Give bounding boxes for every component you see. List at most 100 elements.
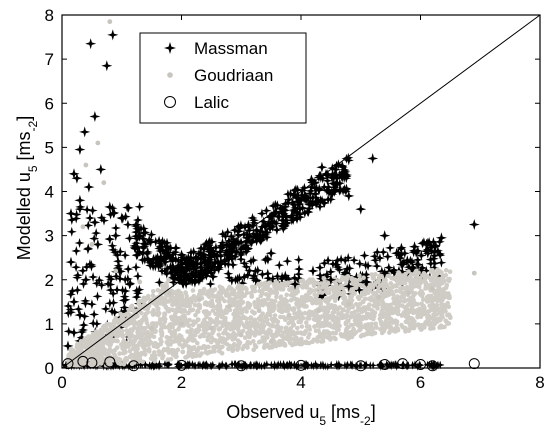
- massman-cloud-point: [176, 255, 187, 266]
- massman-cloud-point: [257, 269, 268, 280]
- massman-cloud-point: [238, 242, 249, 253]
- massman-cloud-point: [226, 275, 237, 286]
- goudriaan-cloud-point: [279, 339, 285, 345]
- massman-cloud-point: [293, 254, 304, 265]
- goudriaan-cloud-point: [205, 334, 211, 340]
- goudriaan-cloud-point: [137, 356, 143, 362]
- massman-point: [89, 216, 101, 228]
- legend-dot-shape: [167, 72, 173, 78]
- massman-cloud-point: [107, 203, 118, 214]
- goudriaan-cloud-point: [142, 301, 147, 307]
- goudriaan-cloud-point: [440, 291, 445, 297]
- massman-cloud-point: [294, 199, 305, 209]
- massman-cloud-point: [274, 260, 285, 271]
- goudriaan-cloud-point: [443, 273, 449, 278]
- goudriaan-cloud-point: [170, 317, 176, 322]
- massman-point: [83, 181, 95, 193]
- massman-cloud-point: [220, 231, 231, 242]
- massman-cloud-point: [204, 256, 215, 267]
- goudriaan-cloud-point: [248, 316, 254, 321]
- goudriaan-cloud-point: [69, 346, 74, 352]
- goudriaan-cloud-point: [159, 301, 164, 306]
- goudriaan-cloud-point: [210, 308, 216, 313]
- goudriaan-cloud-point: [81, 356, 86, 361]
- massman-baseline-point: [360, 361, 369, 370]
- massman-cloud-point: [139, 241, 150, 252]
- massman-point: [74, 144, 86, 156]
- y-axis-title-unit-sub: -2: [26, 120, 40, 131]
- goudriaan-cloud-point: [160, 355, 165, 361]
- massman-cloud-point: [195, 248, 206, 259]
- massman-cloud-point: [140, 239, 151, 250]
- massman-cloud-point: [79, 311, 90, 322]
- goudriaan-cloud-point: [268, 287, 273, 293]
- goudriaan-cloud-point: [322, 312, 328, 318]
- goudriaan-cloud-point: [278, 281, 284, 287]
- goudriaan-cloud-point: [90, 331, 96, 337]
- massman-cloud-point: [323, 255, 334, 266]
- massman-cloud-point: [399, 248, 410, 259]
- goudriaan-cloud-point: [220, 344, 225, 350]
- goudriaan-cloud-point: [341, 301, 346, 306]
- massman-cloud-point: [337, 161, 348, 171]
- goudriaan-point: [197, 297, 202, 303]
- goudriaan-cloud-point: [261, 345, 267, 350]
- goudriaan-cloud-point: [333, 305, 338, 310]
- massman-point: [325, 274, 337, 286]
- goudriaan-cloud-point: [269, 332, 275, 338]
- goudriaan-cloud-point: [72, 362, 78, 368]
- goudriaan-cloud-point: [258, 293, 264, 299]
- massman-point: [397, 258, 409, 270]
- massman-cloud-point: [212, 256, 223, 267]
- goudriaan-cloud-point: [195, 340, 200, 346]
- goudriaan-cloud-point: [143, 335, 149, 341]
- goudriaan-cloud-point: [415, 314, 420, 320]
- massman-cloud-point: [277, 271, 288, 282]
- massman-cloud-point: [91, 228, 102, 239]
- massman-cloud-point: [251, 225, 262, 236]
- goudriaan-cloud-point: [85, 340, 91, 346]
- goudriaan-cloud-point: [421, 323, 427, 329]
- massman-cloud-point: [194, 272, 205, 283]
- massman-baseline-point: [300, 360, 309, 369]
- goudriaan-cloud-point: [436, 287, 442, 293]
- goudriaan-cloud-point: [384, 283, 390, 289]
- goudriaan-cloud-point: [69, 352, 75, 358]
- goudriaan-cloud-point: [273, 318, 279, 323]
- goudriaan-cloud-point: [366, 322, 371, 327]
- goudriaan-cloud-point: [132, 338, 138, 344]
- massman-cloud-point: [123, 264, 134, 275]
- massman-cloud-point: [198, 249, 209, 260]
- massman-baseline-point: [163, 361, 173, 370]
- goudriaan-cloud-point: [396, 311, 401, 317]
- goudriaan-cloud-point: [163, 305, 169, 310]
- goudriaan-cloud-point: [249, 294, 254, 299]
- goudriaan-cloud-point: [292, 311, 297, 316]
- massman-cloud-point: [115, 273, 125, 284]
- goudriaan-cloud-point: [331, 335, 337, 341]
- goudriaan-cloud-point: [360, 314, 366, 320]
- massman-cloud-point: [221, 245, 232, 256]
- goudriaan-cloud-point: [226, 346, 231, 352]
- legend-star-shape: [164, 42, 176, 54]
- massman-cloud-point: [120, 250, 131, 261]
- massman-cloud-point: [412, 245, 423, 256]
- massman-cloud-point: [228, 259, 239, 270]
- goudriaan-cloud-point: [245, 330, 250, 336]
- goudriaan-cloud-point: [334, 282, 339, 287]
- goudriaan-cloud-point: [228, 323, 234, 328]
- goudriaan-cloud-point: [357, 277, 363, 283]
- goudriaan-cloud-point: [185, 319, 190, 324]
- goudriaan-cloud-point: [332, 322, 338, 327]
- legend-label-lalic: Lalic: [194, 93, 229, 112]
- massman-cloud-point: [288, 205, 299, 216]
- massman-cloud-point: [263, 254, 273, 265]
- goudriaan-cloud-point: [254, 323, 259, 329]
- massman-cloud-point: [170, 247, 181, 258]
- goudriaan-cloud-point: [167, 328, 173, 334]
- goudriaan-cloud-point: [187, 298, 192, 303]
- goudriaan-cloud-point: [158, 336, 163, 342]
- goudriaan-cloud-point: [318, 299, 324, 305]
- massman-cloud-point: [412, 254, 423, 265]
- legend-dot-marker: [167, 72, 173, 78]
